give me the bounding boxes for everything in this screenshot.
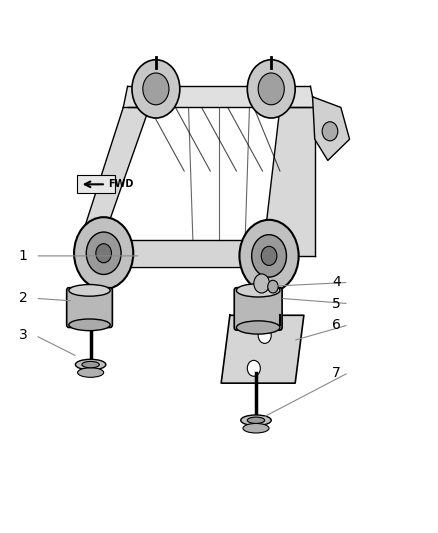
- Circle shape: [247, 360, 260, 376]
- Polygon shape: [123, 86, 315, 108]
- Ellipse shape: [75, 359, 106, 370]
- Text: FWD: FWD: [108, 179, 134, 189]
- Circle shape: [74, 217, 133, 289]
- Polygon shape: [75, 108, 149, 256]
- FancyBboxPatch shape: [67, 288, 113, 327]
- Ellipse shape: [69, 285, 110, 296]
- Polygon shape: [221, 316, 304, 383]
- Circle shape: [322, 122, 338, 141]
- Text: 5: 5: [332, 297, 341, 311]
- FancyBboxPatch shape: [234, 288, 282, 330]
- Circle shape: [252, 235, 286, 277]
- Ellipse shape: [243, 423, 269, 433]
- Text: 6: 6: [332, 318, 341, 332]
- Ellipse shape: [237, 321, 280, 334]
- Circle shape: [132, 60, 180, 118]
- Text: 4: 4: [332, 276, 341, 289]
- Circle shape: [86, 232, 121, 274]
- Circle shape: [254, 274, 269, 293]
- FancyBboxPatch shape: [77, 175, 116, 193]
- Ellipse shape: [247, 417, 265, 423]
- Text: 1: 1: [19, 249, 28, 263]
- Circle shape: [143, 73, 169, 105]
- Circle shape: [240, 220, 299, 292]
- Text: 2: 2: [19, 292, 28, 305]
- Polygon shape: [313, 97, 350, 160]
- Ellipse shape: [237, 284, 280, 297]
- Ellipse shape: [82, 361, 99, 368]
- Polygon shape: [88, 240, 271, 266]
- Text: 3: 3: [19, 328, 28, 342]
- Circle shape: [268, 280, 278, 293]
- Circle shape: [258, 327, 271, 343]
- Circle shape: [261, 246, 277, 265]
- Ellipse shape: [241, 415, 271, 425]
- Circle shape: [258, 73, 284, 105]
- Ellipse shape: [78, 368, 104, 377]
- Ellipse shape: [69, 319, 110, 330]
- Circle shape: [247, 60, 295, 118]
- Circle shape: [96, 244, 112, 263]
- Polygon shape: [262, 108, 315, 256]
- Text: 7: 7: [332, 366, 341, 379]
